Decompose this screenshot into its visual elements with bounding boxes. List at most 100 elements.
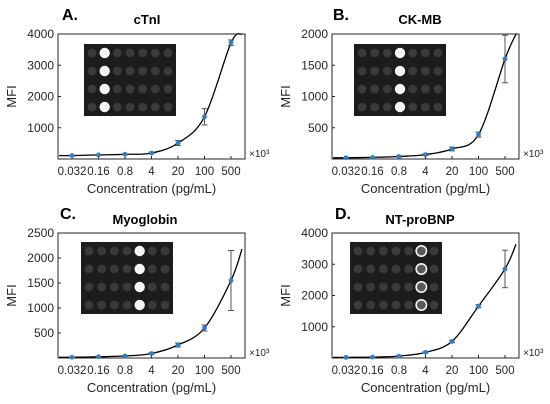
inset-spot — [382, 48, 392, 58]
inset-spot — [138, 102, 148, 112]
inset-spot — [391, 246, 401, 256]
data-point — [175, 140, 181, 146]
inset-spot — [404, 264, 414, 274]
inset-spot — [125, 84, 135, 94]
inset-spot — [138, 84, 148, 94]
inset-spot — [391, 282, 401, 292]
chart-title: NT-proBNP — [385, 212, 455, 227]
y-tick-label: 500 — [308, 121, 328, 135]
inset-spot — [138, 48, 148, 58]
inset-spot-bright — [394, 101, 406, 113]
data-point — [476, 132, 481, 138]
inset-spot — [353, 264, 363, 274]
x-axis-label: Concentration (pg/mL) — [87, 380, 216, 395]
data-point — [343, 155, 349, 161]
inset-spot — [378, 264, 388, 274]
inset-spot — [357, 48, 367, 58]
x-axis-label: Concentration (pg/mL) — [87, 181, 216, 196]
inset-spot — [150, 48, 160, 58]
inset-spot — [163, 48, 173, 58]
data-point — [202, 114, 207, 120]
y-tick-label: 1000 — [27, 121, 54, 135]
inset-image — [350, 242, 442, 314]
data-point — [370, 354, 375, 360]
inset-spot — [122, 264, 132, 274]
y-tick-label: 500 — [34, 326, 54, 340]
inset-spot — [382, 102, 392, 112]
inset-spot — [125, 66, 135, 76]
data-point — [202, 325, 207, 331]
inset-spot-bright — [415, 245, 428, 258]
inset-spot — [391, 300, 401, 310]
y-tick-label: 2000 — [301, 27, 328, 41]
inset-spot — [429, 246, 439, 256]
data-point — [502, 56, 508, 62]
x-axis-label: Concentration (pg/mL) — [361, 380, 490, 395]
y-axis-label: MFI — [278, 85, 293, 107]
inset-spot — [122, 282, 132, 292]
data-point — [228, 40, 234, 46]
inset-spot — [429, 300, 439, 310]
inset-spot — [433, 84, 443, 94]
data-point — [396, 353, 402, 359]
y-axis-label: MFI — [278, 284, 293, 306]
inset-spot — [382, 84, 392, 94]
inset-spot — [404, 300, 414, 310]
x-multiplier-label: ×10³ — [523, 348, 544, 359]
x-multiplier-label: ×10³ — [523, 149, 544, 160]
y-tick-label: 1000 — [301, 320, 328, 334]
inset-spot-bright — [134, 245, 145, 257]
inset-spot — [404, 246, 414, 256]
x-tick-label: 0.16 — [87, 365, 109, 377]
y-axis-label: MFI — [4, 85, 19, 107]
x-tick-label: 100 — [469, 365, 488, 377]
inset-spot-bright — [415, 280, 428, 293]
x-tick-label: 100 — [469, 166, 488, 178]
inset-spot — [353, 246, 363, 256]
inset-image — [84, 44, 176, 116]
data-point — [423, 152, 428, 158]
inset-spot — [122, 246, 132, 256]
y-tick-label: 4000 — [27, 27, 54, 41]
x-tick-label: 100 — [195, 166, 214, 178]
inset-spot — [429, 264, 439, 274]
inset-spot-bright — [394, 65, 406, 77]
inset-spot-bright — [394, 47, 406, 59]
data-point — [476, 303, 481, 309]
y-tick-label: 3000 — [27, 58, 54, 72]
data-point — [69, 153, 75, 158]
y-tick-label: 2000 — [27, 90, 54, 104]
inset-spot — [366, 282, 376, 292]
inset-spot — [87, 66, 97, 76]
inset-spot-bright — [99, 47, 110, 59]
inset-spot — [97, 246, 107, 256]
y-tick-label: 1500 — [301, 58, 328, 72]
inset-spot-bright — [415, 262, 428, 275]
inset-spot-bright — [99, 83, 110, 95]
data-point — [149, 150, 154, 156]
inset-image — [81, 242, 173, 314]
x-tick-label: 500 — [495, 166, 514, 178]
inset-spot — [420, 102, 430, 112]
inset-spot — [366, 264, 376, 274]
x-tick-label: 500 — [221, 365, 240, 377]
inset-spot — [433, 102, 443, 112]
y-tick-label: 4000 — [301, 226, 328, 240]
inset-spot — [420, 66, 430, 76]
y-tick-label: 1500 — [27, 276, 54, 290]
inset-spot — [163, 84, 173, 94]
inset-spot — [357, 102, 367, 112]
inset-spot — [408, 48, 418, 58]
inset-spot-bright — [134, 299, 145, 311]
inset-spot — [382, 66, 392, 76]
data-point — [396, 154, 402, 159]
x-tick-label: 20 — [446, 166, 459, 178]
x-tick-label: 0.16 — [361, 166, 383, 178]
inset-spot — [97, 264, 107, 274]
inset-spot — [420, 84, 430, 94]
inset-spot-bright — [99, 101, 110, 113]
panel-label: C. — [60, 206, 76, 223]
x-tick-label: 20 — [172, 166, 185, 178]
inset-spot — [408, 102, 418, 112]
